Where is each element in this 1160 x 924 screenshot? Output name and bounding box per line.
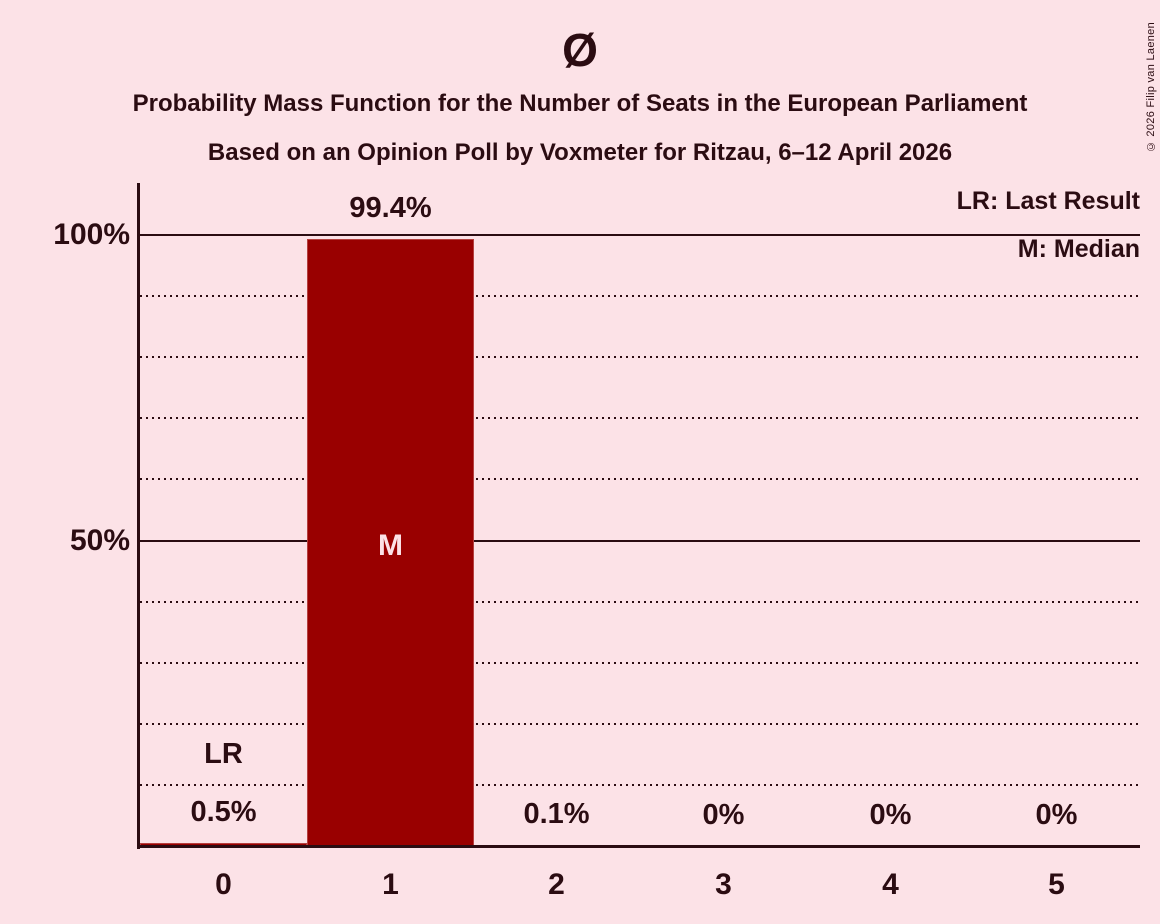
chart-subtitle: Probability Mass Function for the Number… [132, 90, 1028, 117]
gridline-10pct [140, 783, 1140, 786]
gridline-50pct [140, 539, 1140, 542]
value-label-seats-2: 0.1% [523, 798, 590, 830]
gridline-90pct [140, 295, 1140, 298]
value-label-seats-4: 0% [869, 799, 912, 831]
bar-seats-0 [140, 843, 307, 846]
median-marker: M [378, 529, 403, 562]
value-label-seats-3: 0% [702, 799, 745, 831]
gridline-100pct [140, 234, 1140, 236]
legend-last-result: LR: Last Result [956, 187, 1140, 215]
y-axis-line [137, 183, 140, 849]
chart-title: Ø [562, 24, 598, 76]
gridline-80pct [140, 356, 1140, 359]
gridline-40pct [140, 600, 1140, 603]
gridline-20pct [140, 722, 1140, 725]
bar-seats-1 [307, 239, 474, 846]
x-axis-label-seats-0: 0 [215, 868, 232, 901]
value-label-seats-0: 0.5% [190, 796, 257, 828]
x-axis-label-seats-3: 3 [715, 868, 732, 901]
legend-median: M: Median [1017, 235, 1140, 263]
last-result-marker: LR [204, 738, 243, 770]
gridline-30pct [140, 661, 1140, 664]
gridline-60pct [140, 478, 1140, 481]
x-axis-label-seats-1: 1 [382, 868, 399, 901]
x-axis-line [137, 845, 1140, 848]
value-label-seats-1: 99.4% [349, 192, 432, 224]
x-axis-label-seats-2: 2 [548, 868, 565, 901]
x-axis-label-seats-4: 4 [882, 868, 899, 901]
chart-source-line: Based on an Opinion Poll by Voxmeter for… [207, 139, 953, 166]
y-axis-label-100pct: 100% [53, 218, 130, 251]
value-label-seats-5: 0% [1035, 799, 1078, 831]
gridline-70pct [140, 417, 1140, 420]
y-axis-label-50pct: 50% [69, 523, 130, 557]
x-axis-label-seats-5: 5 [1048, 868, 1065, 901]
